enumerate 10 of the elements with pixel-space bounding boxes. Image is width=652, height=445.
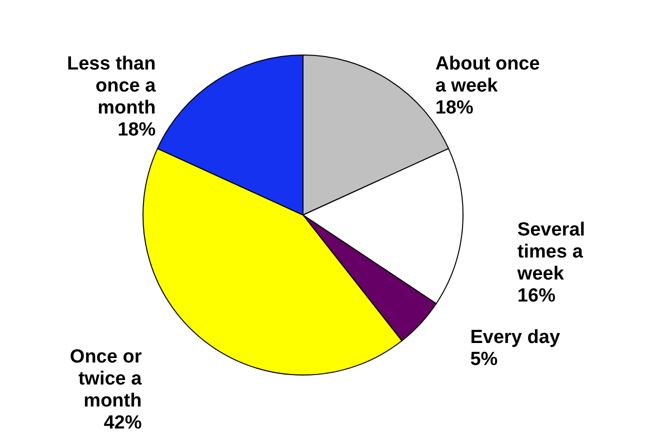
data-label: 18%	[118, 120, 156, 141]
slice-label: Several times a week	[516, 219, 586, 284]
slice-label: About once a week	[435, 54, 540, 97]
slice-label: Once or twice a month	[70, 346, 142, 412]
data-label: 42%	[104, 412, 142, 434]
data-label: 5%	[470, 349, 498, 370]
slice-label: Less than once a month	[66, 54, 156, 119]
data-label: 16%	[517, 285, 556, 306]
data-label: 18%	[435, 98, 474, 119]
slice-label: Every day	[470, 327, 560, 348]
